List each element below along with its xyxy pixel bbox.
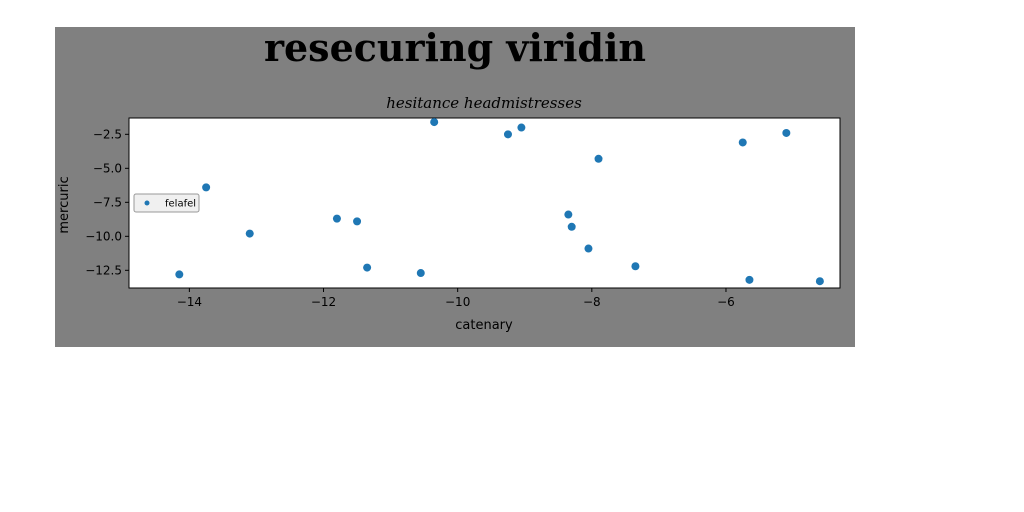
scatter-point (416, 269, 425, 278)
scatter-point (245, 229, 254, 238)
x-tick-label: −10 (445, 295, 470, 309)
y-axis: −2.5 −5.0 −7.5 −10.0 −12.5 (85, 127, 129, 277)
scatter-point (631, 262, 640, 271)
x-tick-label: −12 (311, 295, 336, 309)
scatter-point (567, 222, 576, 231)
scatter-point (782, 128, 791, 137)
legend-marker (144, 200, 150, 206)
x-tick-label: −6 (717, 295, 735, 309)
y-tick-label: −5.0 (93, 161, 122, 175)
chart-title: hesitance headmistresses (386, 94, 582, 112)
scatter-point (738, 138, 747, 147)
scatter-point (175, 270, 184, 279)
scatter-point (517, 123, 526, 132)
scatter-point (353, 217, 362, 226)
x-axis-label: catenary (455, 318, 513, 333)
scatter-point (745, 275, 754, 284)
figure-suptitle: resecuring viridin (263, 25, 647, 70)
y-tick-label: −2.5 (93, 127, 122, 141)
scatter-point (584, 244, 593, 253)
scatter-point (594, 154, 603, 163)
scatter-point (564, 210, 573, 219)
legend: felafel (133, 193, 200, 213)
y-tick-label: −10.0 (85, 229, 122, 243)
x-tick-label: −14 (177, 295, 202, 309)
scatter-point (815, 277, 824, 286)
data-points (175, 118, 824, 286)
scatter-point (503, 130, 512, 139)
y-axis-label: mercuric (57, 176, 72, 233)
legend-box (133, 193, 200, 213)
legend-label-felafel: felafel (165, 199, 196, 210)
scatter-point (202, 183, 211, 192)
x-tick-label: −8 (583, 295, 601, 309)
scatter-point (363, 263, 372, 272)
y-tick-label: −12.5 (85, 263, 122, 277)
x-axis: −14 −12 −10 −8 −6 (177, 288, 735, 309)
scatter-point (332, 214, 341, 223)
y-tick-label: −7.5 (93, 195, 122, 209)
plot-area (128, 117, 841, 289)
scatter-point (430, 118, 439, 127)
